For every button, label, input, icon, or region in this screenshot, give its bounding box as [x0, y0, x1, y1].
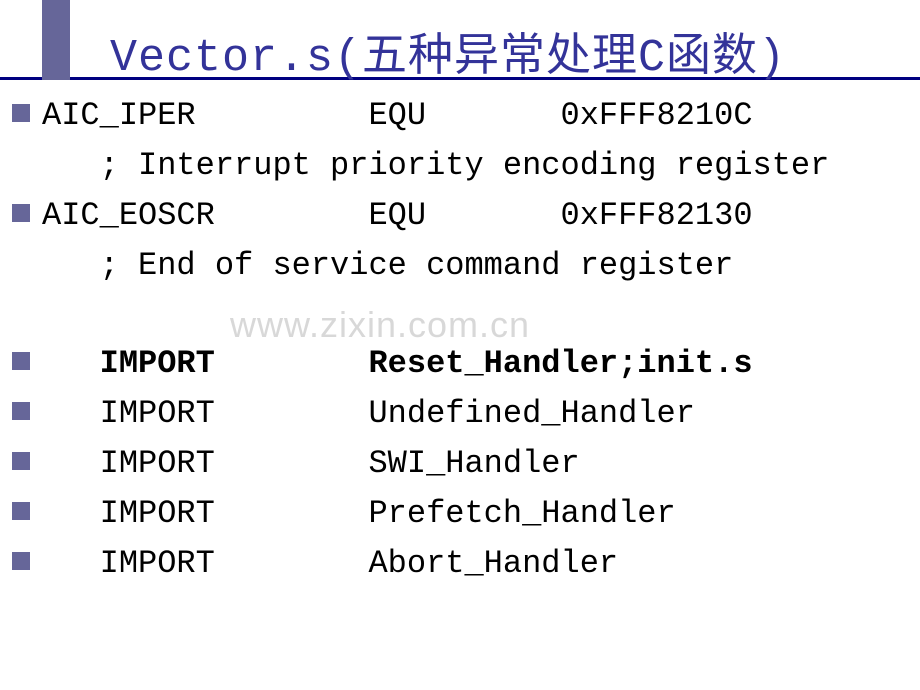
- bullet-icon: [12, 402, 30, 420]
- code-line: IMPORT Abort_Handler: [12, 540, 920, 588]
- bullet-icon: [12, 502, 30, 520]
- slide-title: Vector.s(五种异常处理C函数): [110, 18, 786, 84]
- code-line: IMPORT SWI_Handler: [12, 440, 920, 488]
- code-text: ; End of service command register: [42, 242, 733, 290]
- bullet-icon: [12, 204, 30, 222]
- code-line: IMPORT Prefetch_Handler: [12, 490, 920, 538]
- code-line: IMPORT Undefined_Handler: [12, 390, 920, 438]
- code-line: AIC_EOSCR EQU 0xFFF82130: [12, 192, 920, 240]
- content-area: AIC_IPER EQU 0xFFF8210C ; Interrupt prio…: [0, 80, 920, 588]
- title-bar: Vector.s(五种异常处理C函数): [0, 0, 920, 80]
- code-text: AIC_IPER EQU 0xFFF8210C: [42, 92, 753, 140]
- code-line: ; End of service command register: [12, 242, 920, 290]
- code-text: IMPORT Reset_Handler;init.s: [42, 340, 753, 388]
- title-accent-block: [42, 0, 70, 80]
- bullet-icon: [12, 352, 30, 370]
- code-line: IMPORT Reset_Handler;init.s: [12, 340, 920, 388]
- code-line: AIC_IPER EQU 0xFFF8210C: [12, 92, 920, 140]
- code-text: ; Interrupt priority encoding register: [42, 142, 829, 190]
- code-text: IMPORT Prefetch_Handler: [42, 490, 676, 538]
- bullet-icon: [12, 104, 30, 122]
- code-text: IMPORT SWI_Handler: [42, 440, 580, 488]
- code-text: AIC_EOSCR EQU 0xFFF82130: [42, 192, 753, 240]
- code-text: IMPORT Undefined_Handler: [42, 390, 695, 438]
- blank-line: [12, 292, 920, 340]
- bullet-icon: [12, 452, 30, 470]
- code-text: IMPORT Abort_Handler: [42, 540, 618, 588]
- bullet-icon: [12, 552, 30, 570]
- code-line: ; Interrupt priority encoding register: [12, 142, 920, 190]
